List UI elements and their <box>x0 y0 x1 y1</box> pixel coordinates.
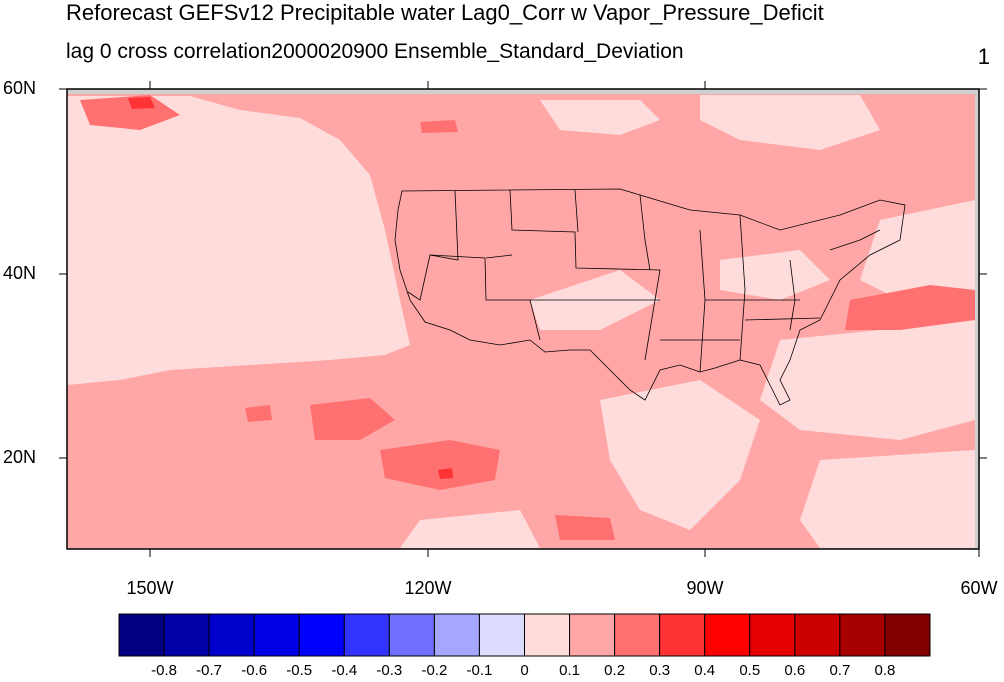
colorbar-swatch <box>118 613 165 657</box>
chart-subtitle: lag 0 cross correlation2000020900 Ensemb… <box>66 40 684 63</box>
missing-data-top <box>67 89 979 94</box>
colorbar-label: -0.5 <box>286 662 313 679</box>
lon-label-90w: 90W <box>686 578 724 598</box>
colorbar-swatch <box>478 613 526 657</box>
field-0-0.1-pacific <box>67 96 410 385</box>
field-0-0.1-alaska <box>540 100 660 135</box>
field-0.2-0.3-hawaii-east <box>380 440 500 490</box>
map-field <box>67 89 979 549</box>
colorbar-swatch <box>388 613 435 657</box>
colorbar-label: 0 <box>520 662 529 679</box>
colorbar-swatch <box>208 613 255 657</box>
lat-label-60n: 60N <box>2 78 36 98</box>
colorbar-swatch <box>704 613 751 657</box>
colorbar-label: -0.3 <box>376 662 403 679</box>
colorbar-label: -0.8 <box>151 662 177 679</box>
field-0-0.1-southeast <box>760 320 975 440</box>
field-0.3-0.4-pacific <box>438 468 453 479</box>
missing-data-right <box>975 94 979 548</box>
colorbar-swatch <box>659 613 706 657</box>
lon-label-60w: 60W <box>960 578 998 598</box>
corner-label: 1 <box>977 44 990 69</box>
us-state-boundaries <box>394 188 906 406</box>
field-0-0.1-midwest <box>720 250 830 300</box>
colorbar-label: 0.2 <box>604 662 626 679</box>
colorbar-swatch <box>343 613 390 657</box>
field-0.2-0.3-alaska <box>80 95 180 130</box>
field-0.2-0.3-small-2 <box>420 120 458 133</box>
field-0-0.1-eastcoast <box>860 200 975 300</box>
lat-label-40n: 40N <box>2 263 36 283</box>
field-0-0.1-tropics <box>800 450 975 548</box>
colorbar-swatch <box>749 613 796 657</box>
colorbar-swatch <box>524 613 571 657</box>
colorbar-label: 0.5 <box>739 662 761 679</box>
chart-title: Reforecast GEFSv12 Precipitable water La… <box>66 0 824 25</box>
field-0-0.1-canada <box>700 95 880 150</box>
colorbar-label: 0.8 <box>874 662 896 679</box>
map-frame <box>66 88 980 550</box>
field-0-0.1-patch-south <box>400 510 540 548</box>
field-0.2-0.3-central-pacific <box>310 398 395 440</box>
field-0.2-0.3-atlantic <box>845 285 975 330</box>
colorbar-label: 0.3 <box>649 662 671 679</box>
lat-label-20n: 20N <box>2 447 36 467</box>
colorbar-label: -0.2 <box>421 662 448 679</box>
colorbar-swatch <box>433 613 480 657</box>
field-0.2-0.3-small-1 <box>245 405 272 422</box>
colorbar-label: -0.6 <box>241 662 268 679</box>
field-0-0.1-patch <box>180 270 260 310</box>
colorbar-swatch <box>794 613 841 657</box>
colorbar-swatch <box>163 613 210 657</box>
colorbar <box>118 613 931 657</box>
colorbar-swatch <box>253 613 300 657</box>
field-0.2-0.3-small-3 <box>555 515 615 540</box>
colorbar-swatch <box>569 613 616 657</box>
colorbar-swatch <box>614 613 661 657</box>
axis-ticks <box>59 81 987 557</box>
colorbar-label: -0.1 <box>466 662 493 679</box>
colorbar-label: 0.4 <box>694 662 716 679</box>
colorbar-swatch <box>839 613 886 657</box>
colorbar-label: 0.6 <box>784 662 806 679</box>
colorbar-swatch <box>298 613 345 657</box>
colorbar-label: -0.7 <box>196 662 223 679</box>
field-0.3-0.4-alaska <box>128 97 155 109</box>
colorbar-label: -0.4 <box>331 662 358 679</box>
lon-label-120w: 120W <box>404 578 452 598</box>
colorbar-swatch <box>884 613 931 657</box>
colorbar-label: 0.1 <box>559 662 580 679</box>
field-0-0.1-gulf <box>600 380 760 530</box>
colorbar-label: 0.7 <box>829 662 851 679</box>
lon-label-150w: 150W <box>126 578 174 598</box>
